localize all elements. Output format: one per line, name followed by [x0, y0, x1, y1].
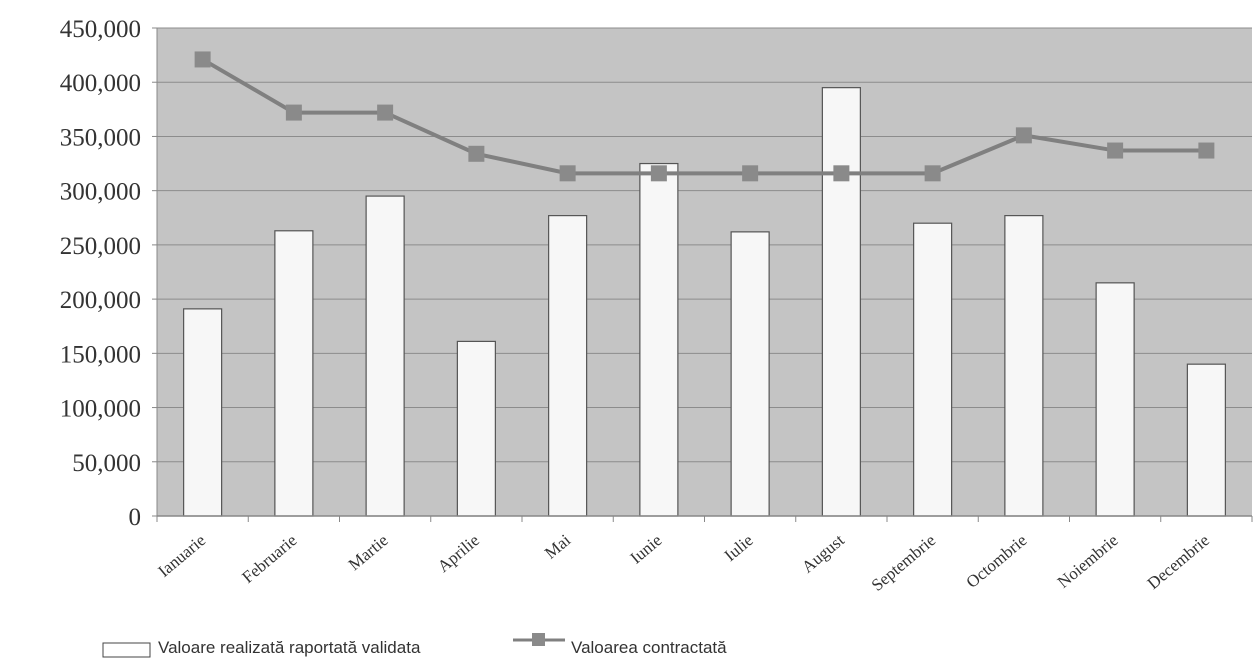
- x-tick-label: Ianuarie: [154, 531, 209, 581]
- legend-line-label: Valoarea contractată: [571, 638, 727, 657]
- bar: [1004, 215, 1044, 517]
- y-tick-label: 100,000: [60, 396, 141, 423]
- x-tick-label: Mai: [541, 530, 574, 562]
- y-tick-label: 450,000: [60, 16, 141, 43]
- y-tick-label: 200,000: [60, 287, 141, 314]
- line-point: [1198, 142, 1215, 159]
- x-tick-label: Decembrie: [1144, 531, 1213, 593]
- bar: [821, 87, 861, 517]
- y-tick-label: 150,000: [60, 341, 141, 368]
- x-tick-label: Noiembrie: [1054, 531, 1122, 592]
- x-tick-label: August: [798, 530, 848, 576]
- y-axis-ticks: 0 50,000 100,000 150,000 200,000 250,000 300,0…: [60, 16, 157, 531]
- gridlines: [157, 27, 1252, 463]
- bar: [183, 308, 223, 517]
- bar: [639, 162, 679, 517]
- x-tick-label: Martie: [345, 531, 392, 575]
- y-tick-label: 50,000: [72, 450, 141, 477]
- line-point: [742, 165, 759, 182]
- x-tick-label: Septembrie: [868, 531, 940, 595]
- line-point: [924, 165, 941, 182]
- line-point: [194, 51, 211, 68]
- y-tick-label: 250,000: [60, 233, 141, 260]
- x-axis-labels: Ianuarie Februarie Martie Aprilie Mai Iunie Iu…: [154, 530, 1213, 594]
- x-tick-label: Aprilie: [434, 531, 483, 577]
- legend-line-marker: [532, 633, 545, 646]
- line-point: [833, 165, 850, 182]
- bar: [1186, 363, 1226, 517]
- x-tick-label: Iunie: [626, 531, 665, 568]
- legend-bar-label: Valoare realizată raportată validata: [158, 638, 421, 657]
- line-series: [194, 51, 1215, 182]
- line-point: [559, 165, 576, 182]
- y-tick-label: 400,000: [60, 70, 141, 97]
- line-point: [377, 104, 394, 121]
- bar-series: [183, 87, 1226, 517]
- y-tick-label: 0: [129, 504, 142, 531]
- y-tick-label: 350,000: [60, 124, 141, 151]
- line-path: [201, 57, 1207, 176]
- bar: [365, 195, 405, 517]
- x-tick-label: Iulie: [721, 531, 757, 566]
- bar: [548, 215, 588, 517]
- bar: [456, 340, 496, 517]
- bar: [1095, 282, 1135, 517]
- legend-bar-swatch: [102, 642, 151, 658]
- line-point: [650, 165, 667, 182]
- x-tick-label: Octombrie: [963, 531, 1031, 592]
- line-point: [1015, 127, 1032, 144]
- y-tick-label: 300,000: [60, 179, 141, 206]
- bar: [730, 231, 770, 517]
- x-tick-label: Februarie: [238, 531, 300, 587]
- legend: Valoare realizată raportată validata Val…: [102, 633, 727, 658]
- bar: [913, 222, 953, 517]
- line-point: [285, 104, 302, 121]
- bar: [274, 230, 314, 517]
- plot-area: [157, 28, 1252, 516]
- line-point: [1107, 142, 1124, 159]
- x-axis: [156, 28, 1253, 522]
- line-point: [468, 145, 485, 162]
